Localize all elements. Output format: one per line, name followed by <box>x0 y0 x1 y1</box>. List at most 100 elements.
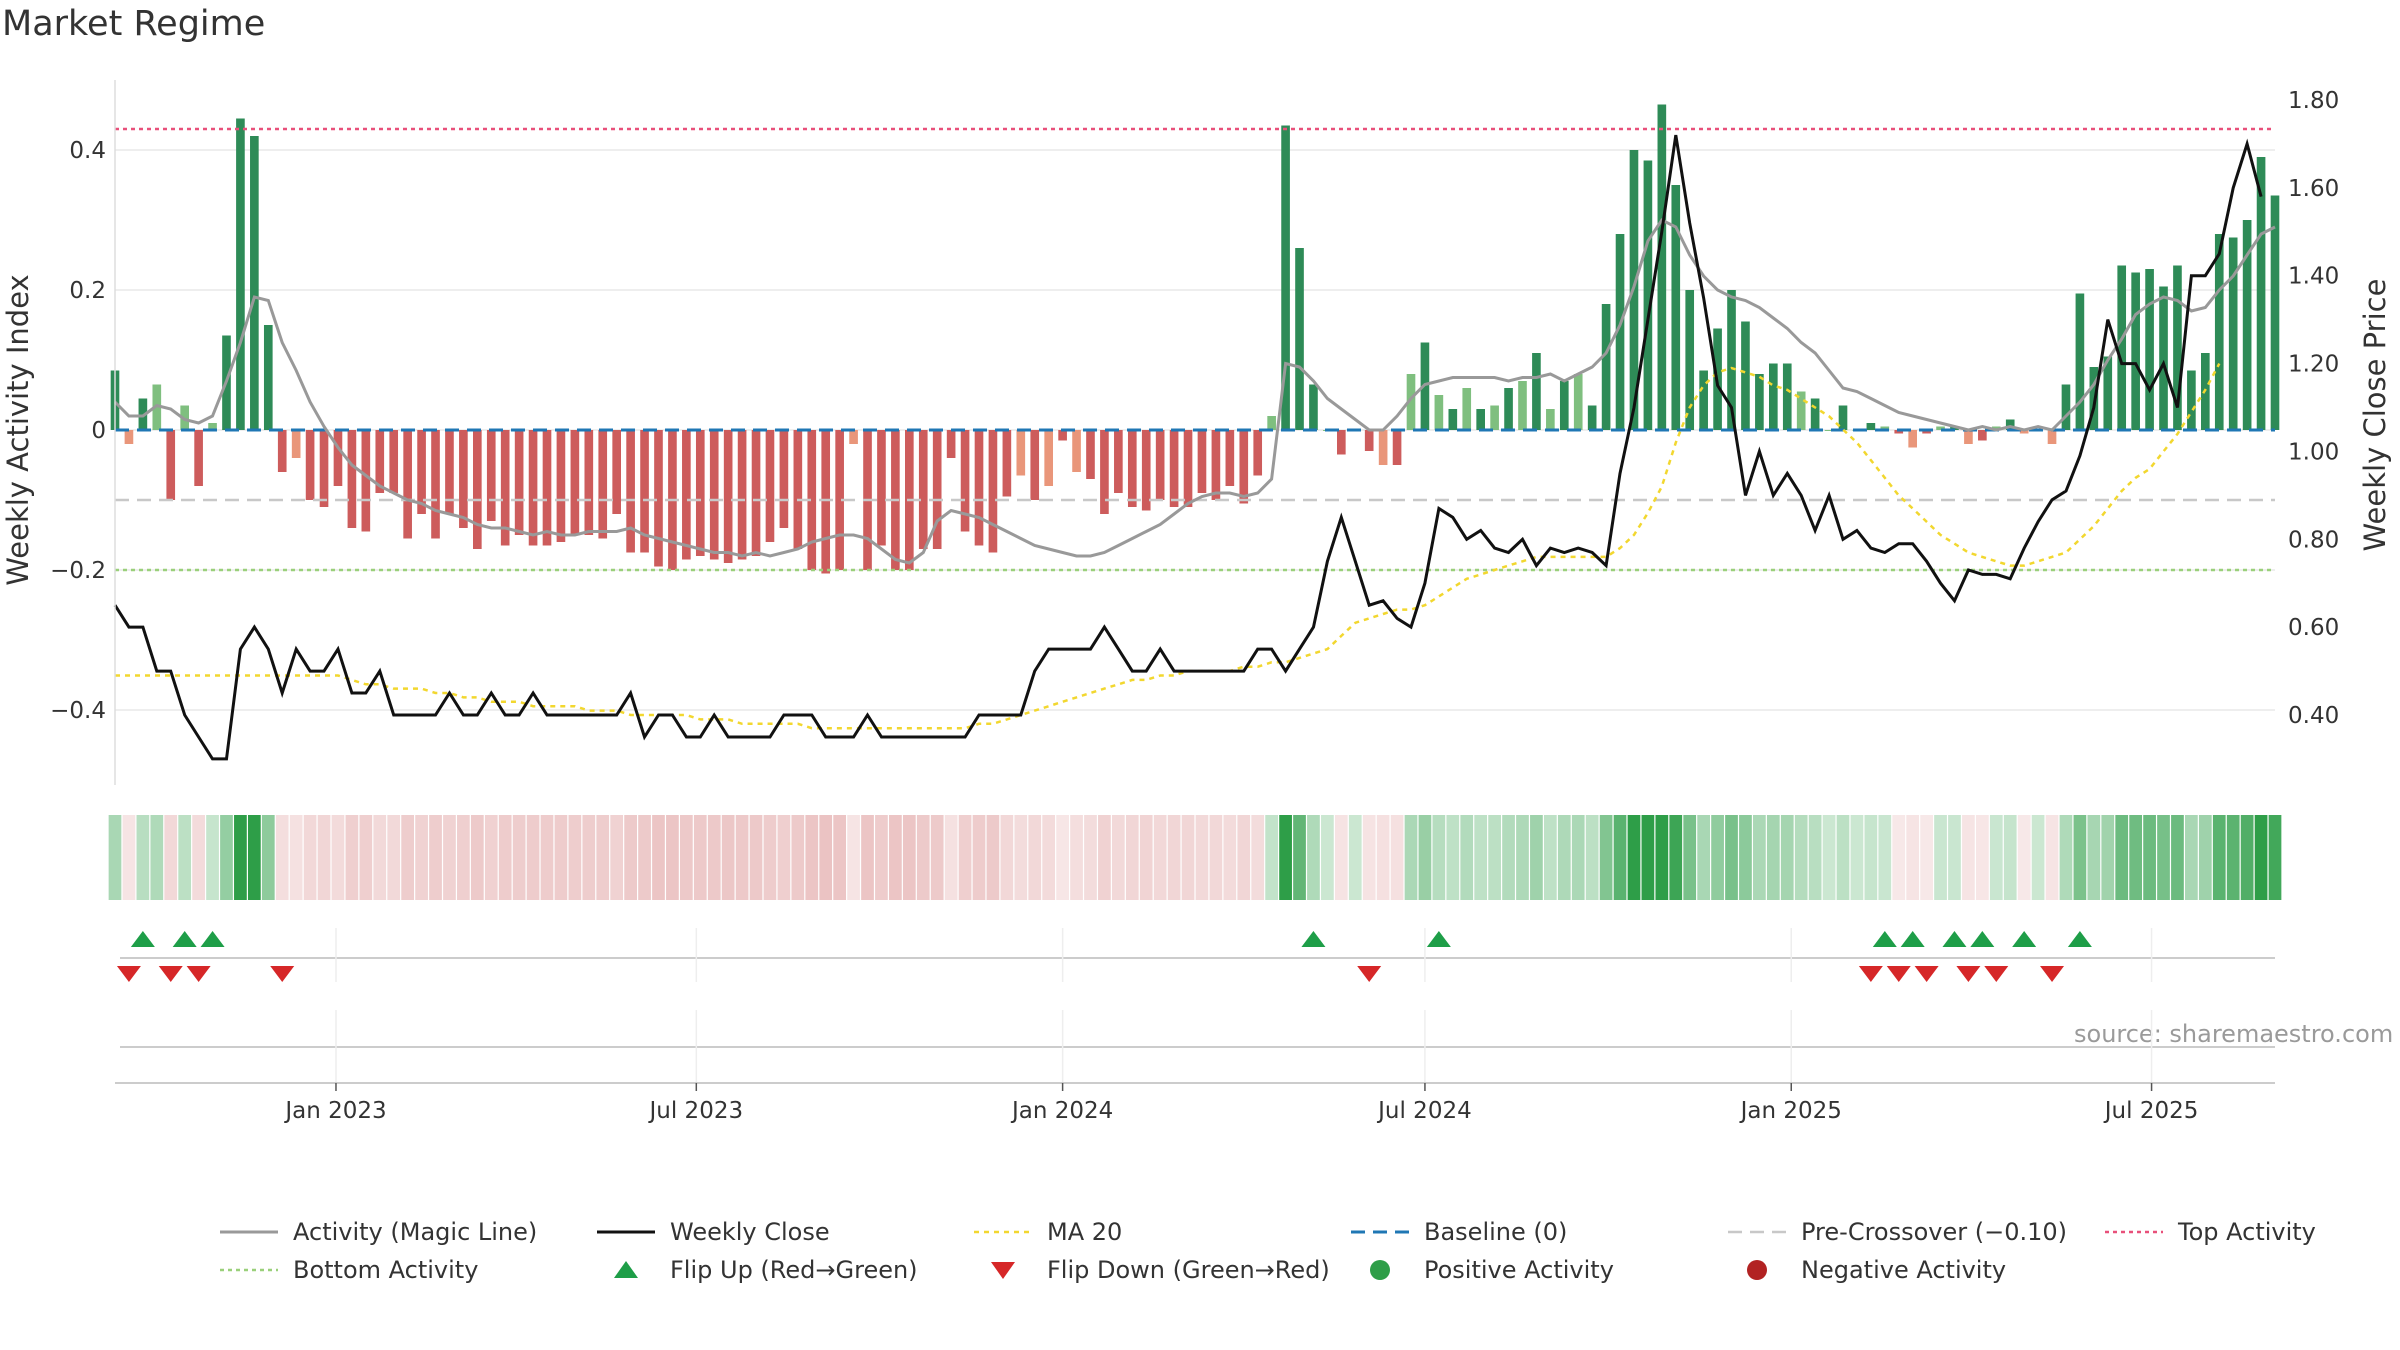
activity-bar <box>1406 374 1416 430</box>
weekly-close-line <box>113 134 2263 761</box>
activity-bar <box>1295 248 1304 430</box>
regime-strip-cell <box>1516 815 1529 900</box>
flip-up-marker <box>2012 931 2037 947</box>
regime-strip-cell <box>554 815 568 900</box>
regime-strip-cell <box>1711 815 1724 900</box>
regime-strip-cell <box>1697 815 1711 900</box>
regime-strip-cell <box>1585 815 1599 900</box>
x-tick-label: Jul 2024 <box>1376 1098 1472 1124</box>
activity-bar <box>1309 384 1318 430</box>
regime-strip-cell <box>1864 815 1878 900</box>
activity-bar <box>2214 234 2224 430</box>
regime-strip-cell <box>1641 815 1655 900</box>
regime-strip-cell <box>2226 815 2240 900</box>
regime-strip-cell <box>1766 815 1780 900</box>
regime-strip-cell <box>1334 815 1348 900</box>
regime-strip-cell <box>1446 815 1460 900</box>
regime-strip-cell <box>1432 815 1446 900</box>
x-tick-label: Jan 2024 <box>1010 1098 1113 1124</box>
regime-strip-cell <box>1195 815 1209 900</box>
x-tick-label: Jul 2025 <box>2103 1098 2199 1124</box>
regime-strip-cell <box>2017 815 2031 900</box>
regime-strip-cell <box>847 815 860 900</box>
activity-bar <box>305 430 315 500</box>
activity-bar <box>2187 370 2196 430</box>
activity-bar <box>821 430 831 574</box>
activity-bar <box>166 430 176 500</box>
activity-bar <box>1058 430 1067 441</box>
activity-bar <box>1086 430 1095 479</box>
x-tick-label: Jul 2023 <box>648 1098 744 1124</box>
flip-down-marker <box>186 966 211 982</box>
regime-strip-cell <box>470 815 484 900</box>
regime-strip-cell <box>1975 815 1989 900</box>
legend-swatch-negative <box>1747 1260 1767 1280</box>
regime-strip-cell <box>791 815 805 900</box>
regime-strip-cell <box>986 815 1000 900</box>
activity-bar <box>1141 430 1151 511</box>
activity-bar <box>2270 195 2280 430</box>
regime-strip-cell <box>234 815 247 900</box>
regime-strip-cell <box>610 815 624 900</box>
flip-down-marker <box>1956 966 1981 982</box>
regime-strip-cell <box>2045 815 2059 900</box>
y-right-tick-label: 1.80 <box>2288 88 2339 114</box>
regime-strip-cell <box>1753 815 1766 900</box>
regime-strip-cell <box>512 815 526 900</box>
activity-bar <box>1824 430 1834 431</box>
regime-strip-cell <box>150 815 164 900</box>
activity-bar <box>263 325 273 430</box>
regime-strip-cell <box>1070 815 1083 900</box>
activity-bar <box>1281 125 1290 430</box>
regime-strip-cell <box>540 815 554 900</box>
regime-strip-cell <box>1279 815 1292 900</box>
activity-bar <box>946 430 956 458</box>
regime-strip-cell <box>2157 815 2170 900</box>
activity-bar <box>486 430 496 521</box>
regime-strip-cell <box>2003 815 2017 900</box>
x-tick-label: Jan 2025 <box>1739 1098 1842 1124</box>
legend-label: Flip Up (Red→Green) <box>670 1256 918 1284</box>
regime-strip-cell <box>1251 815 1265 900</box>
legend-label: Negative Activity <box>1801 1256 2006 1284</box>
activity-bar <box>2256 157 2266 430</box>
flip-down-marker <box>2040 966 2065 982</box>
activity-bar <box>2242 220 2252 430</box>
activity-bar <box>1796 391 1806 430</box>
regime-strip-cell <box>2268 815 2282 900</box>
activity-bar <box>124 430 134 444</box>
activity-bar <box>765 430 775 542</box>
y-right-tick-label: 1.60 <box>2288 176 2339 202</box>
activity-bar <box>849 430 858 444</box>
regime-strip-cell <box>2254 815 2268 900</box>
activity-bar <box>1559 381 1569 430</box>
activity-bar <box>1657 104 1667 430</box>
regime-strip-cell <box>498 815 512 900</box>
activity-bar <box>1504 388 1513 430</box>
activity-bar <box>1643 160 1653 430</box>
activity-bar <box>1936 426 1945 430</box>
flip-up-marker <box>200 931 225 947</box>
regime-strip-cell <box>1962 815 1975 900</box>
activity-bar <box>1546 409 1555 430</box>
activity-bar <box>556 430 566 542</box>
regime-strip-cell <box>2115 815 2129 900</box>
x-tick-label: Jan 2023 <box>283 1098 386 1124</box>
regime-strip-cell <box>261 815 275 900</box>
activity-bar <box>194 430 203 486</box>
regime-strip-cell <box>1293 815 1306 900</box>
regime-strip-cell <box>1934 815 1947 900</box>
flip-up-marker <box>1301 931 1326 947</box>
regime-strip-cell <box>1098 815 1111 900</box>
regime-strip-cell <box>2129 815 2143 900</box>
activity-bar <box>375 430 385 493</box>
activity-bar <box>1197 430 1207 493</box>
activity-bar <box>793 430 803 549</box>
regime-strip-cell <box>596 815 610 900</box>
regime-strip-cell <box>1613 815 1627 900</box>
activity-bar <box>1337 430 1346 455</box>
activity-bar <box>361 430 371 532</box>
regime-strip-cell <box>666 815 679 900</box>
regime-strip-cell <box>1265 815 1279 900</box>
